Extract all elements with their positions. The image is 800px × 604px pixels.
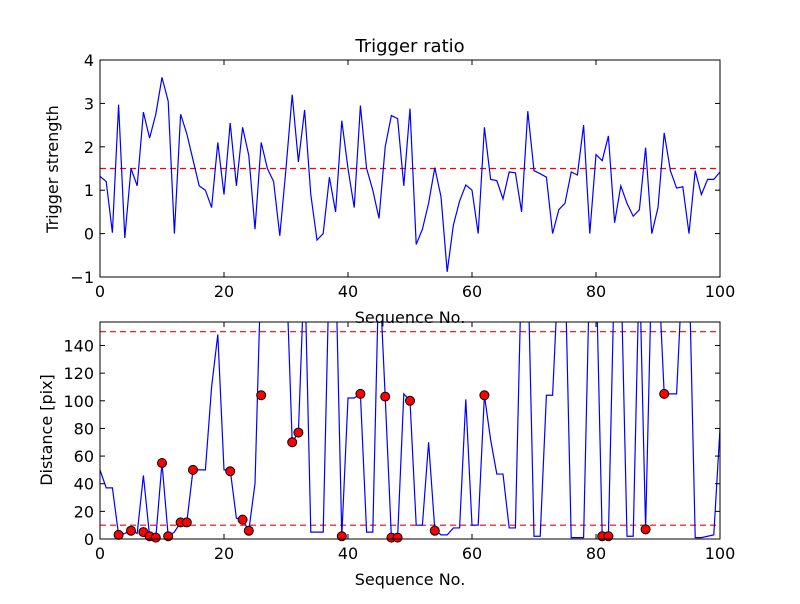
bottom-markers <box>113 388 670 543</box>
distance-marker <box>256 390 267 401</box>
top-plot-area <box>100 77 720 272</box>
bottom-ytick-label: 120 <box>63 364 94 383</box>
distance-marker <box>188 464 198 475</box>
top-chart-title: Trigger ratio <box>354 36 464 57</box>
top-ytick-label: 1 <box>84 181 94 200</box>
distance-marker <box>429 525 440 536</box>
bottom-ytick-label: 40 <box>74 475 94 494</box>
bottom-xtick-label: 20 <box>214 544 234 563</box>
top-ytick-label: 4 <box>84 51 94 70</box>
top-xtick-label: 20 <box>214 282 234 301</box>
bottom-y-axis-label: Distance [pix] <box>37 374 56 486</box>
distance-marker <box>355 388 366 399</box>
bottom-ticks: 0 20 40 60 80 100 0 20 40 60 80 100 120 140 <box>63 322 735 563</box>
distance-marker <box>287 437 298 448</box>
bottom-xtick-label: 60 <box>462 544 482 563</box>
distance-marker <box>150 532 161 543</box>
top-ytick-label: 3 <box>84 94 94 113</box>
distance-marker <box>181 517 192 528</box>
bottom-ytick-label: 100 <box>63 392 94 411</box>
distance-marker <box>163 531 174 542</box>
top-xtick-label: 60 <box>462 282 482 301</box>
top-x-axis-label: Sequence No. <box>355 308 466 327</box>
trigger-strength-line <box>100 77 720 272</box>
top-xtick-label: 0 <box>95 282 105 301</box>
bottom-x-axis-label: Sequence No. <box>355 570 466 589</box>
bottom-xtick-label: 40 <box>338 544 358 563</box>
bottom-ytick-label: 0 <box>84 530 94 549</box>
distance-marker <box>225 466 236 477</box>
top-axes-frame <box>99 59 721 278</box>
distance-marker <box>405 395 415 406</box>
distance-marker <box>659 388 670 399</box>
bottom-xtick-label: 100 <box>705 544 736 563</box>
distance-axes: 0 20 40 60 80 100 0 20 40 60 80 100 120 140 Sequence … <box>37 321 735 589</box>
top-ytick-label: 2 <box>84 138 94 157</box>
distance-marker <box>126 525 136 536</box>
top-y-axis-label: Trigger strength <box>43 105 62 234</box>
top-xtick-label: 100 <box>705 282 736 301</box>
top-ytick-label: 0 <box>84 225 94 244</box>
top-xtick-label: 40 <box>338 282 358 301</box>
bottom-xtick-label: 0 <box>95 544 105 563</box>
bottom-ytick-label: 140 <box>63 336 94 355</box>
distance-marker <box>336 531 347 542</box>
distance-marker <box>243 525 254 536</box>
distance-marker <box>479 390 490 401</box>
bottom-ytick-label: 80 <box>74 419 94 438</box>
top-xtick-label: 80 <box>586 282 606 301</box>
bottom-ytick-label: 20 <box>74 502 94 521</box>
distance-marker <box>640 524 651 535</box>
distance-marker <box>392 532 403 543</box>
top-ytick-label: −1 <box>70 268 94 287</box>
bottom-xtick-label: 80 <box>586 544 606 563</box>
distance-marker <box>293 427 304 438</box>
distance-marker <box>237 514 248 525</box>
bottom-axes-frame <box>99 321 721 540</box>
distance-marker <box>380 391 391 402</box>
distance-marker <box>113 529 124 540</box>
distance-marker <box>157 457 167 468</box>
bottom-ytick-label: 60 <box>74 447 94 466</box>
distance-marker <box>603 531 614 542</box>
